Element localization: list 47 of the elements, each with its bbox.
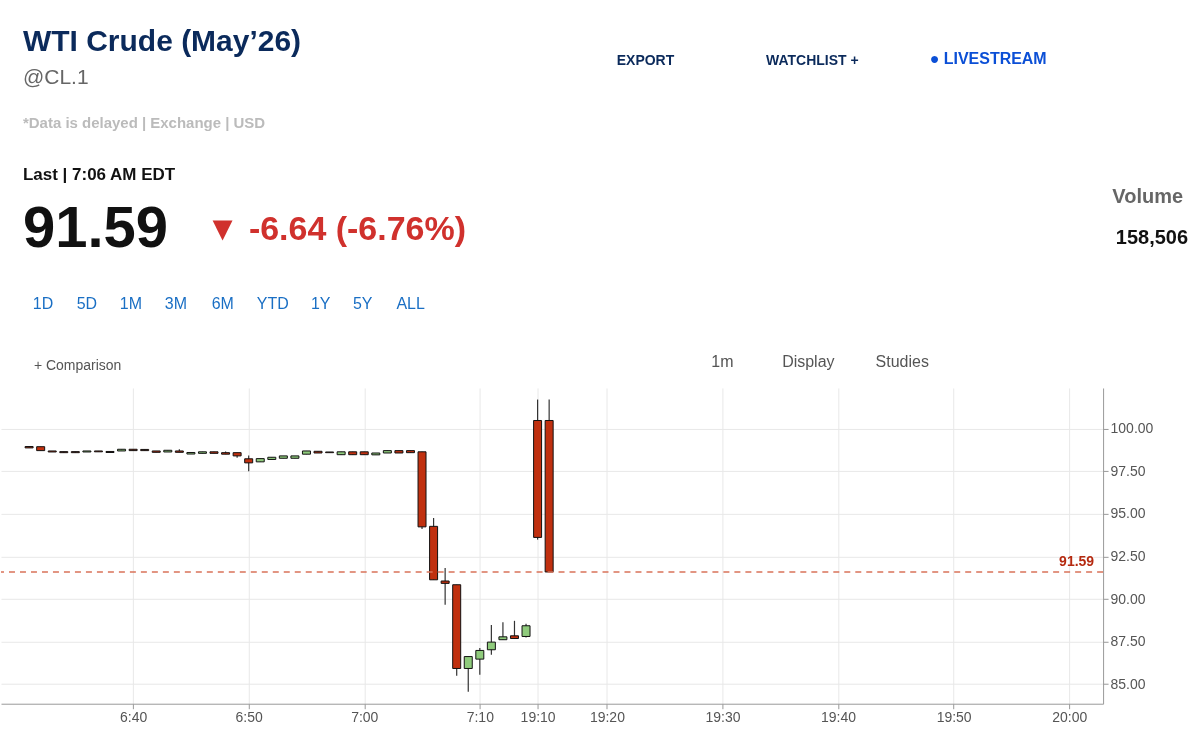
text: 5Y (352, 295, 373, 313)
text: *Data is delayed | Exchange | USD (22, 114, 266, 132)
text: EXPORT (616, 52, 675, 69)
text: Display (782, 353, 835, 370)
candlestick (463, 655, 473, 693)
candlestick (440, 567, 450, 606)
text: YTD (256, 295, 289, 313)
text: ● LIVESTREAM (929, 50, 1047, 68)
y-tick-label: 92.50 (1110, 547, 1146, 564)
text: 5D (76, 295, 98, 313)
text: + Comparison (33, 356, 122, 373)
candlestick (498, 621, 508, 641)
text: 1m (711, 353, 734, 370)
y-tick-label: 87.50 (1110, 633, 1146, 650)
text: ALL (396, 295, 425, 313)
text: ▼ -6.64 (-6.76%) (205, 209, 467, 248)
x-tick-label: 19:50 (936, 709, 972, 726)
x-tick-label: 19:20 (589, 709, 626, 726)
ref-line-label: 91.59 (1059, 552, 1095, 569)
text: 3M (164, 295, 187, 313)
x-tick-label: 6:50 (235, 709, 264, 726)
text: 1Y (310, 295, 331, 313)
candlestick (486, 624, 496, 656)
text: WATCHLIST + (766, 52, 859, 69)
y-tick-label: 95.00 (1110, 505, 1146, 522)
x-tick-label: 7:10 (466, 709, 495, 726)
y-tick-label: 100.00 (1110, 420, 1154, 437)
x-tick-label: 19:10 (520, 709, 556, 726)
text: 1M (119, 295, 142, 313)
text: 6M (211, 295, 234, 313)
x-tick-label: 19:30 (705, 709, 741, 726)
text: 1D (32, 295, 54, 313)
text: Volume (1112, 185, 1184, 208)
text: Last | 7:06 AM EDT (22, 165, 176, 185)
y-tick-label: 85.00 (1110, 675, 1146, 692)
x-tick-label: 6:40 (120, 709, 148, 726)
chart-subtitle: @CL.1 (22, 65, 89, 89)
chart-title: WTI Crude (May’26) (22, 24, 302, 58)
y-tick-label: 97.50 (1110, 462, 1146, 479)
candlestick (475, 647, 485, 676)
x-tick-label: 20:00 (1052, 709, 1088, 726)
text: 158,506 (1115, 226, 1189, 249)
x-tick-label: 7:00 (351, 709, 379, 726)
x-tick-label: 19:40 (821, 709, 857, 726)
text: 91.59 (22, 195, 168, 260)
text: Studies (875, 353, 929, 370)
y-tick-label: 90.00 (1110, 590, 1146, 607)
